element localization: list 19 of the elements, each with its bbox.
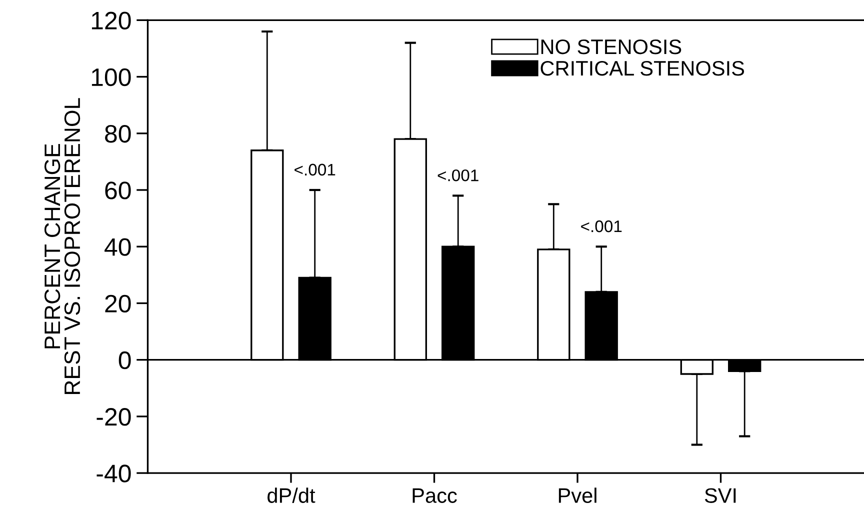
annotation: <.001 [294, 164, 336, 176]
y-axis-title: PERCENT CHANGE REST VS. ISOPROTERENOL [44, 98, 80, 394]
legend-label: NO STENOSIS [541, 39, 682, 54]
annotation: <.001 [438, 169, 478, 182]
x-tick-label: Pacc [412, 488, 457, 503]
x-tick-label: dP/dt [268, 488, 316, 503]
legend-label: CRITICAL STENOSIS [540, 60, 744, 76]
x-tick-label: SVI [704, 488, 736, 503]
y-tick-label: 20 [105, 294, 131, 313]
y-tick-label: 80 [105, 124, 131, 143]
y-tick-label: -40 [96, 464, 131, 482]
y-tick-label: -20 [96, 408, 131, 426]
y-tick-label: 40 [104, 238, 131, 256]
y-tick-label: 60 [105, 182, 131, 200]
y-tick-label: 0 [118, 351, 131, 370]
y-tick-label: 120 [92, 12, 131, 30]
x-tick-label: Pvel [558, 488, 596, 503]
annotation: <.001 [581, 220, 622, 232]
y-tick-label: 100 [92, 68, 131, 86]
